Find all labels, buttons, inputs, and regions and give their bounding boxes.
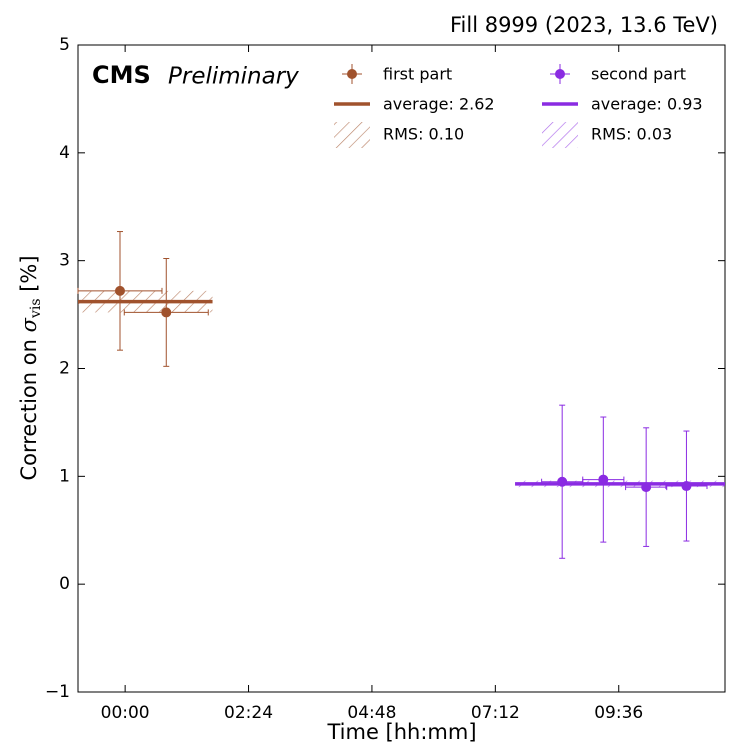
y-label-symbol: σ [17,317,41,332]
legend-hatch [542,122,578,148]
y-axis-label: Correction on σvis [%] [17,255,45,480]
data-point [161,307,172,318]
legend-hatch [334,122,370,148]
data-point [681,481,692,492]
y-tick-label: −1 [45,682,70,702]
legend-label: second part [591,65,686,84]
x-axis-label: Time [hh:mm] [326,720,476,744]
data-point [598,474,609,485]
y-tick-label: 5 [59,35,70,55]
x-tick-label: 09:36 [594,703,643,723]
legend-label: RMS: 0.10 [383,125,464,144]
y-label-part: Correction on [17,332,41,480]
legend-marker [555,69,565,79]
cms-label: CMS [92,61,151,89]
y-tick-label: 3 [59,251,70,271]
y-tick-label: 4 [59,143,70,163]
legend-label: average: 2.62 [383,95,495,114]
legend-label: average: 0.93 [591,95,703,114]
y-tick-label: 1 [59,466,70,486]
preliminary-label: Preliminary [168,64,299,90]
data-point [114,285,125,296]
y-tick-label: 0 [59,574,70,594]
y-label-part: [%] [17,255,41,298]
legend-label: RMS: 0.03 [591,125,672,144]
x-tick-label: 00:00 [101,703,150,723]
y-tick-label: 2 [59,359,70,379]
x-tick-label: 04:48 [347,703,396,723]
data-point [641,482,652,493]
x-tick-label: 02:24 [224,703,273,723]
legend-label: first part [383,65,452,84]
legend-marker [347,69,357,79]
x-tick-label: 07:12 [471,703,520,723]
chart-title: Fill 8999 (2023, 13.6 TeV) [450,13,718,37]
data-point [557,476,568,487]
y-label-subscript: vis [28,298,44,319]
